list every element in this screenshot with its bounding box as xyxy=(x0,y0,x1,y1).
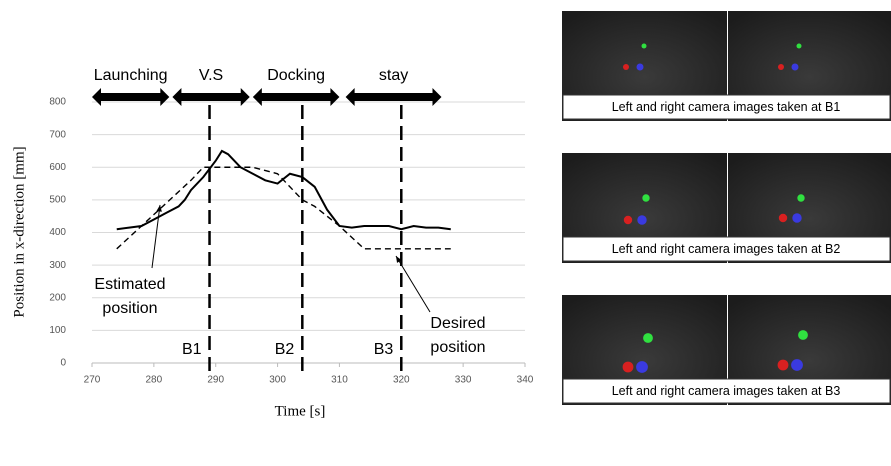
annotation: position xyxy=(430,339,485,356)
phase-label: Docking xyxy=(267,67,325,84)
red-marker xyxy=(778,64,784,70)
y-tick-label: 700 xyxy=(49,129,66,140)
green-marker xyxy=(642,194,650,202)
green-marker xyxy=(797,194,805,202)
marker-label: B3 xyxy=(374,341,394,358)
phase-arrow xyxy=(172,88,250,106)
annotation-arrow xyxy=(395,255,431,313)
phase-label: Launching xyxy=(94,67,168,84)
series-line xyxy=(116,149,451,231)
phase-label: stay xyxy=(379,67,408,84)
camera-panel: Left and right camera images taken at B1 xyxy=(562,11,891,121)
annotation: Estimated xyxy=(94,276,165,293)
y-tick-label: 600 xyxy=(49,162,66,173)
x-tick-label: 290 xyxy=(207,375,224,386)
y-tick-label: 800 xyxy=(49,97,66,108)
x-tick-label: 340 xyxy=(517,375,534,386)
green-marker xyxy=(798,330,808,340)
red-marker xyxy=(623,64,629,70)
x-axis-title: Time [s] xyxy=(275,403,326,419)
blue-marker xyxy=(792,213,802,223)
y-tick-label: 500 xyxy=(49,195,66,206)
x-tick-label: 300 xyxy=(269,375,286,386)
y-tick-label: 400 xyxy=(49,227,66,238)
phase-arrow xyxy=(252,88,340,106)
y-tick-label: 200 xyxy=(49,292,66,303)
red-marker xyxy=(622,361,634,373)
phase-arrow xyxy=(345,88,442,106)
green-marker xyxy=(796,43,802,49)
x-tick-label: 270 xyxy=(84,375,101,386)
green-marker xyxy=(643,333,653,343)
red-marker xyxy=(777,359,789,371)
caption: Left and right camera images taken at B3 xyxy=(612,384,841,398)
phase-label: V.S xyxy=(199,67,223,84)
x-tick-label: 330 xyxy=(455,375,472,386)
camera-panel: Left and right camera images taken at B3 xyxy=(562,295,891,405)
y-tick-label: 0 xyxy=(60,358,66,369)
annotation: position xyxy=(102,300,157,317)
caption-box xyxy=(562,236,891,262)
caption: Left and right camera images taken at B1 xyxy=(612,100,841,114)
caption-box xyxy=(562,94,891,120)
blue-marker xyxy=(791,359,803,371)
series-line xyxy=(116,166,451,250)
camera-panel: Left and right camera images taken at B2 xyxy=(562,153,891,263)
arrow-head xyxy=(396,256,402,263)
y-tick-label: 300 xyxy=(49,260,66,271)
arrow-head xyxy=(156,205,162,212)
blue-marker xyxy=(636,361,648,373)
x-tick-label: 280 xyxy=(146,375,163,386)
blue-marker xyxy=(791,63,799,71)
green-marker xyxy=(641,43,647,49)
caption: Left and right camera images taken at B2 xyxy=(612,242,841,256)
blue-marker xyxy=(637,215,647,225)
y-axis-title: Position in x-direction [mm] xyxy=(11,146,27,317)
caption-box xyxy=(562,378,891,404)
annotation-arrow xyxy=(151,204,161,269)
phase-arrow xyxy=(92,88,170,106)
red-marker xyxy=(778,213,788,223)
marker-label: B2 xyxy=(275,341,295,358)
marker-label: B1 xyxy=(182,341,202,358)
y-tick-label: 100 xyxy=(49,325,66,336)
annotation: Desired xyxy=(430,315,485,332)
red-marker xyxy=(623,215,633,225)
blue-marker xyxy=(636,63,644,71)
x-tick-label: 320 xyxy=(393,375,410,386)
x-tick-label: 310 xyxy=(331,375,348,386)
